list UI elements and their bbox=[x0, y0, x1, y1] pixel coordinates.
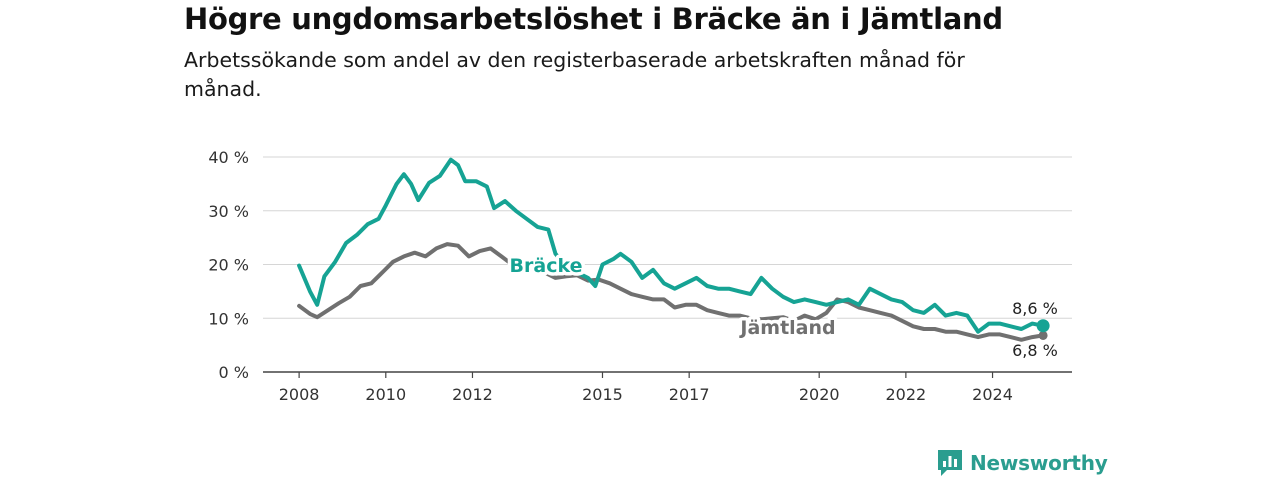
y-tick-label: 0 % bbox=[219, 363, 249, 382]
x-tick-label: 2017 bbox=[669, 385, 710, 404]
x-tick-label: 2015 bbox=[582, 385, 623, 404]
y-tick-label: 40 % bbox=[208, 148, 249, 167]
x-tick-label: 2012 bbox=[452, 385, 493, 404]
newsworthy-logo[interactable]: Newsworthy bbox=[937, 447, 1108, 479]
series-label-jamtland: Jämtland bbox=[738, 317, 835, 339]
x-tick-label: 2010 bbox=[365, 385, 406, 404]
series-line-jamtland bbox=[297, 242, 1046, 342]
brand-name: Newsworthy bbox=[970, 451, 1108, 475]
x-tick-label: 2024 bbox=[972, 385, 1013, 404]
y-tick-label: 30 % bbox=[208, 202, 249, 221]
series-label-jamtland-halo: Jämtland bbox=[738, 317, 835, 339]
bar-chart-speech-icon bbox=[938, 450, 962, 476]
end-point-jamtland bbox=[1038, 330, 1048, 340]
end-label-bracke: 8,6 % bbox=[1012, 299, 1058, 318]
end-label-jamtland: 6,8 % bbox=[1012, 341, 1058, 360]
x-tick-label: 2008 bbox=[279, 385, 320, 404]
page-subtitle: Arbetssökande som andel av den registerb… bbox=[184, 48, 965, 101]
x-tick-label: 2022 bbox=[886, 385, 927, 404]
page-title: Högre ungdomsarbetslöshet i Bräcke än i … bbox=[184, 2, 1003, 36]
x-tick-label: 2020 bbox=[799, 385, 840, 404]
end-point-bracke bbox=[1036, 319, 1050, 333]
y-tick-label: 10 % bbox=[208, 309, 249, 328]
series-label-bracke-halo: Bräcke bbox=[510, 255, 583, 277]
series-line-bracke bbox=[297, 157, 1046, 334]
series-label-bracke: Bräcke bbox=[510, 255, 583, 277]
y-tick-label: 20 % bbox=[208, 256, 249, 275]
